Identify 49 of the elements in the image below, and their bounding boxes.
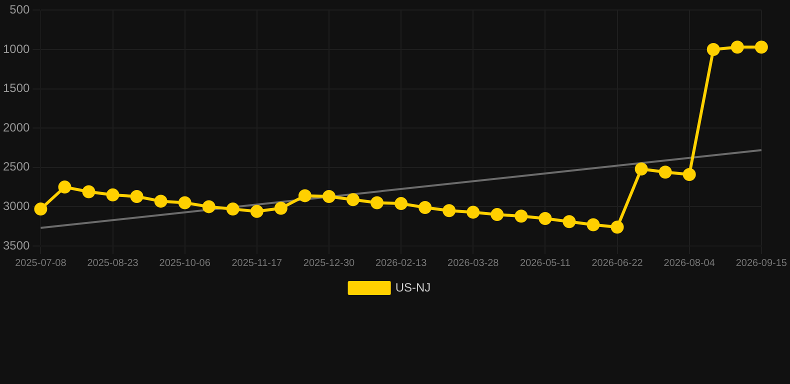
- point: [586, 218, 600, 232]
- point: [418, 200, 432, 214]
- point: [634, 162, 648, 176]
- x-tick-label: 2025-12-30: [303, 258, 355, 269]
- point: [274, 202, 288, 215]
- x-tick-label: 2026-02-13: [375, 258, 428, 269]
- point: [130, 190, 144, 203]
- point: [658, 166, 672, 179]
- legend-label: US-NJ: [395, 280, 431, 294]
- point: [202, 200, 216, 214]
- point: [106, 188, 120, 202]
- point: [82, 185, 96, 198]
- point: [370, 196, 384, 210]
- point: [178, 196, 192, 210]
- point: [298, 189, 312, 202]
- x-tick-label: 2026-03-28: [448, 258, 500, 269]
- point: [610, 220, 624, 234]
- x-tick-label: 2025-07-08: [15, 258, 67, 269]
- point: [682, 168, 696, 181]
- point: [442, 204, 456, 218]
- y-tick-label: 1000: [2, 42, 30, 56]
- point: [322, 190, 336, 203]
- x-tick-label: 2025-08-23: [87, 258, 139, 269]
- y-tick-label: 2000: [2, 120, 30, 134]
- point: [466, 206, 480, 219]
- y-tick-label: 500: [10, 2, 30, 17]
- point: [154, 194, 168, 208]
- x-tick-label: 2025-10-06: [159, 258, 211, 269]
- point: [514, 210, 528, 223]
- x-tick-label: 2026-08-04: [664, 258, 716, 269]
- point: [538, 212, 552, 225]
- y-tick-label: 3000: [2, 199, 30, 214]
- point: [226, 202, 240, 216]
- x-tick-label: 2026-09-15: [736, 258, 788, 269]
- x-tick-label: 2026-05-11: [520, 258, 571, 269]
- point: [394, 197, 408, 210]
- y-tick-label: 1500: [2, 81, 30, 96]
- point: [706, 43, 720, 56]
- point: [490, 208, 504, 222]
- x-tick-label: 2025-11-17: [232, 258, 283, 269]
- point: [58, 180, 72, 194]
- point: [562, 215, 576, 228]
- point: [346, 193, 360, 206]
- y-tick-label: 2500: [2, 160, 30, 174]
- point: [250, 204, 264, 218]
- y-tick-label: 3500: [2, 238, 30, 252]
- point: [730, 40, 744, 54]
- point: [754, 40, 768, 54]
- x-tick-label: 2026-06-22: [592, 258, 644, 269]
